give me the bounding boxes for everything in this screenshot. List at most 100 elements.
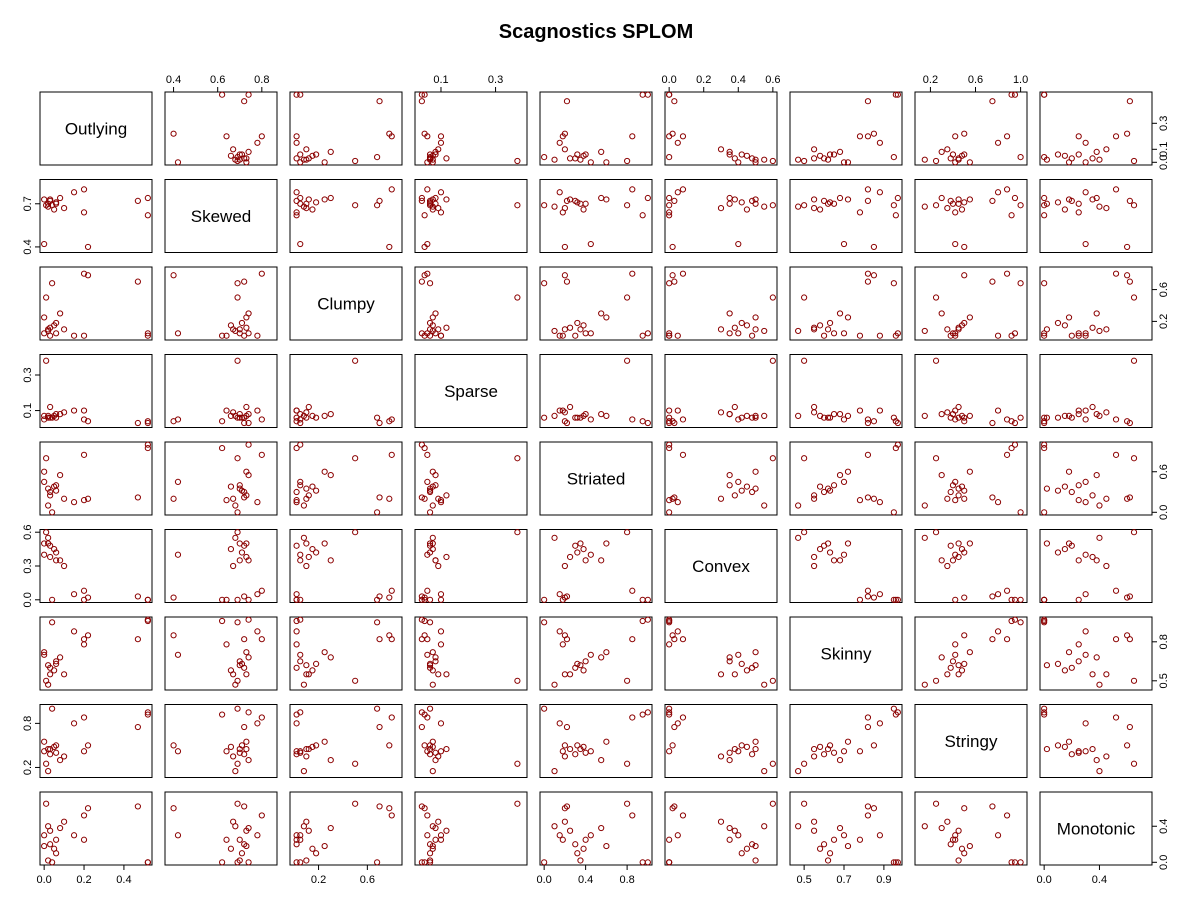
point <box>932 202 940 209</box>
point <box>556 628 563 635</box>
point <box>961 130 968 137</box>
point <box>624 357 631 364</box>
point <box>961 243 968 251</box>
point <box>955 827 962 834</box>
point <box>674 720 681 727</box>
point <box>551 412 558 420</box>
point <box>961 594 968 601</box>
point <box>443 671 450 678</box>
point <box>57 557 64 564</box>
point <box>49 619 56 626</box>
point <box>1041 705 1048 712</box>
point <box>726 654 733 661</box>
point <box>388 451 395 458</box>
point <box>432 654 439 661</box>
point <box>769 157 776 165</box>
point <box>60 818 68 825</box>
point <box>921 534 928 541</box>
point <box>313 549 320 556</box>
point <box>894 596 901 603</box>
point <box>556 407 563 414</box>
point <box>437 139 445 146</box>
point <box>293 91 300 98</box>
point <box>574 414 581 421</box>
point <box>864 714 872 721</box>
point <box>245 654 252 661</box>
point <box>1043 662 1051 669</box>
point <box>639 711 646 718</box>
point <box>603 196 610 203</box>
panel-frame <box>289 266 403 341</box>
point <box>297 151 304 158</box>
point <box>386 130 393 137</box>
point <box>563 803 571 810</box>
point <box>577 326 584 333</box>
point <box>944 562 951 570</box>
point <box>418 859 425 866</box>
point <box>241 419 248 427</box>
point <box>223 407 230 414</box>
point <box>735 159 742 166</box>
point <box>174 330 182 337</box>
x-tick-label: 0.4 <box>578 874 593 886</box>
point <box>223 748 230 755</box>
point <box>566 403 574 411</box>
point <box>582 836 589 843</box>
point <box>352 157 359 165</box>
point <box>429 534 436 541</box>
point <box>80 186 88 193</box>
point <box>671 197 678 204</box>
point <box>297 411 304 418</box>
point <box>666 509 673 516</box>
point <box>603 412 610 420</box>
point <box>321 738 328 745</box>
point <box>738 850 745 857</box>
panel-frame <box>289 529 403 603</box>
panel-frame <box>914 179 1028 253</box>
point <box>352 677 359 684</box>
point <box>580 845 587 852</box>
point <box>856 596 864 603</box>
point <box>309 667 316 674</box>
point <box>1008 596 1015 603</box>
point <box>47 745 54 753</box>
panel-frame <box>539 616 653 691</box>
point <box>603 738 610 745</box>
point <box>386 495 393 502</box>
point <box>1065 412 1073 420</box>
point <box>254 628 261 635</box>
point <box>574 742 581 749</box>
point <box>826 742 834 749</box>
point <box>674 407 681 414</box>
point <box>938 472 945 479</box>
point <box>80 812 88 819</box>
point <box>864 587 872 594</box>
point <box>587 551 594 558</box>
x-tick-label: 0.4 <box>166 74 181 86</box>
point <box>41 649 48 656</box>
point <box>1075 407 1082 414</box>
point <box>437 596 445 603</box>
point <box>421 243 428 251</box>
point <box>84 418 92 425</box>
point <box>1041 419 1048 427</box>
point <box>836 148 844 155</box>
point <box>374 859 381 866</box>
point <box>429 681 436 688</box>
x-tick-label: 1.0 <box>1013 74 1028 86</box>
point <box>421 444 428 452</box>
point <box>587 748 594 755</box>
point <box>731 155 738 162</box>
point <box>435 204 442 212</box>
panel-frame <box>914 791 1028 866</box>
point <box>587 416 594 423</box>
point <box>955 553 962 561</box>
point <box>669 272 676 279</box>
point <box>293 212 300 219</box>
point <box>293 542 300 549</box>
point <box>1075 330 1082 337</box>
point <box>57 310 64 317</box>
point <box>1082 332 1089 339</box>
point <box>561 562 568 570</box>
point <box>738 199 745 206</box>
